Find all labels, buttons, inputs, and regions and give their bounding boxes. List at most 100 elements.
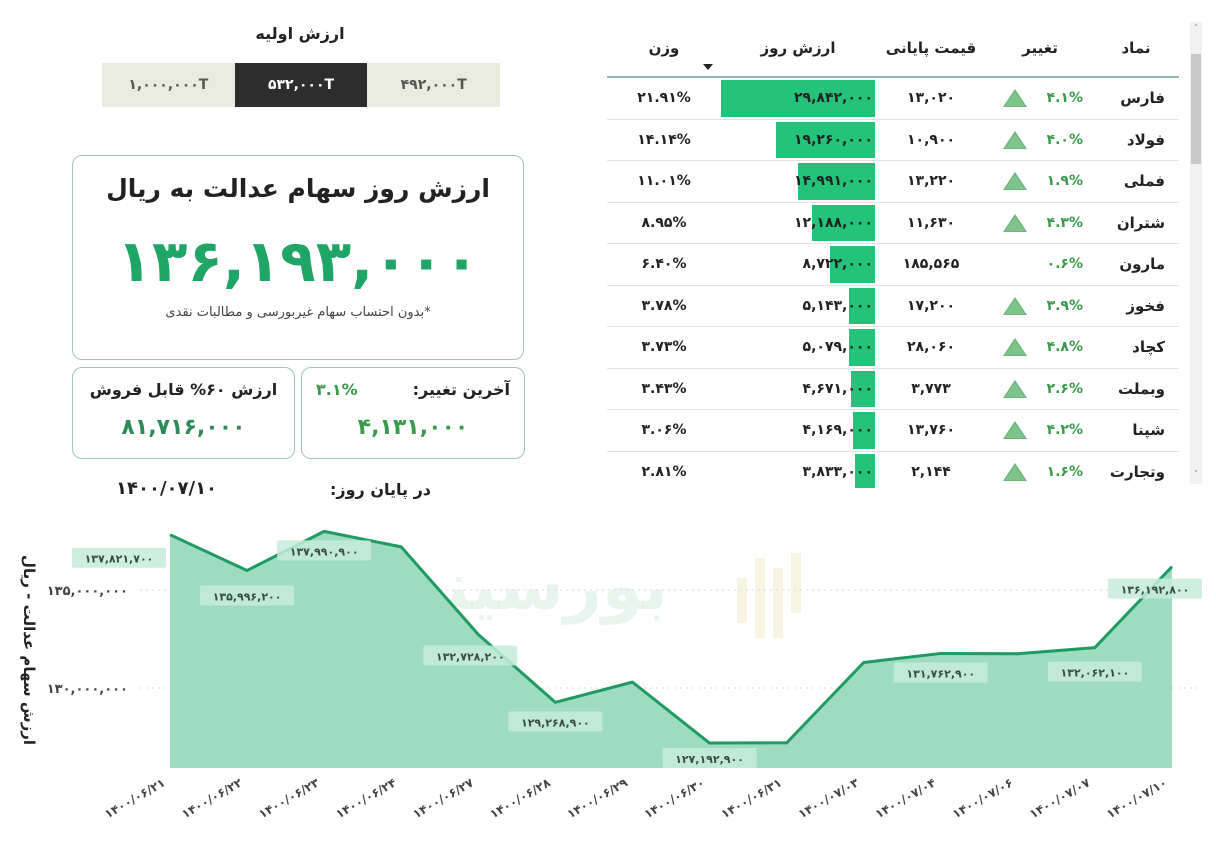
value-bar	[830, 246, 875, 283]
x-tick-label: ۱۴۰۰/۰۷/۱۰	[1104, 775, 1169, 821]
cell-day-value: ۲۹,۸۴۲,۰۰۰	[721, 78, 875, 119]
table-row[interactable]: فملی ۱.۹% ۱۳,۲۲۰ ۱۴,۹۹۱,۰۰۰ ۱۱.۰۱%	[607, 161, 1179, 203]
data-label: ۱۲۹,۲۶۸,۹۰۰	[521, 716, 590, 729]
cell-day-value: ۴,۱۶۹,۰۰۰	[721, 410, 875, 451]
table-row[interactable]: وبملت ۲.۶% ۳,۷۷۳ ۴,۶۷۱,۰۰۰ ۳.۴۳%	[607, 369, 1179, 410]
header-day-value[interactable]: ارزش روز	[760, 39, 836, 57]
header-symbol[interactable]: نماد	[1121, 39, 1151, 57]
up-arrow-icon	[1003, 130, 1027, 149]
change-percent: ۴.۱%	[1046, 90, 1083, 107]
cell-change: ۴.۰%	[987, 120, 1093, 161]
x-tick-label: ۱۴۰۰/۰۶/۲۴	[333, 775, 398, 821]
cell-change: ۴.۱%	[987, 78, 1093, 119]
cell-close-price: ۱۸۵,۵۶۵	[902, 256, 960, 273]
cell-symbol[interactable]: وبملت	[1117, 379, 1165, 398]
cell-weight: ۲.۸۱%	[641, 463, 687, 480]
header-change[interactable]: تغییر	[1022, 39, 1058, 57]
table-scrollbar[interactable]: ˄ ˅	[1190, 22, 1202, 484]
x-tick-label: ۱۴۰۰/۰۷/۰۶	[950, 775, 1015, 821]
day-value-text: ۳,۸۳۳,۰۰۰	[802, 463, 873, 480]
header-weight[interactable]: وزن	[648, 39, 680, 57]
scroll-thumb[interactable]	[1191, 54, 1201, 164]
header-close-price[interactable]: قیمت پایانی	[885, 39, 977, 57]
up-arrow-icon	[1003, 462, 1027, 481]
cell-symbol[interactable]: مارون	[1119, 255, 1165, 274]
x-tick-label: ۱۴۰۰/۰۷/۰۴	[873, 775, 938, 821]
initial-value-option-532000[interactable]: ۵۳۲,۰۰۰T	[234, 63, 368, 107]
cell-day-value: ۵,۱۴۳,۰۰۰	[721, 286, 875, 327]
up-arrow-icon	[1003, 379, 1027, 398]
cell-weight: ۳.۷۸%	[641, 297, 687, 314]
value-bar	[855, 453, 875, 488]
table-row[interactable]: وتجارت ۱.۶% ۲,۱۴۴ ۳,۸۳۳,۰۰۰ ۲.۸۱%	[607, 452, 1179, 489]
cell-symbol[interactable]: فارس	[1120, 89, 1165, 108]
cell-change: ۲.۶%	[987, 369, 1093, 410]
table-row[interactable]: فخوز ۳.۹% ۱۷,۲۰۰ ۵,۱۴۳,۰۰۰ ۳.۷۸%	[607, 286, 1179, 327]
cell-day-value: ۳,۸۳۳,۰۰۰	[721, 452, 875, 488]
end-of-day-date: ۱۴۰۰/۰۷/۱۰	[116, 478, 218, 499]
table-row[interactable]: شپنا ۴.۲% ۱۳,۷۶۰ ۴,۱۶۹,۰۰۰ ۳.۰۶%	[607, 410, 1179, 452]
x-tick-label: ۱۴۰۰/۰۷/۰۳	[796, 775, 862, 821]
change-percent: ۴.۰%	[1046, 131, 1083, 148]
data-label: ۱۳۷,۸۲۱,۷۰۰	[85, 553, 154, 566]
data-label: ۱۳۷,۹۹۰,۹۰۰	[290, 545, 359, 558]
total-value-title: ارزش روز سهام عدالت به ریال	[106, 174, 490, 203]
total-value-note: *بدون احتساب سهام غیربورسی و مطالبات نقد…	[165, 305, 431, 320]
total-value-card: ارزش روز سهام عدالت به ریال ۱۳۶,۱۹۳,۰۰۰ …	[72, 155, 524, 360]
sort-descending-icon[interactable]	[703, 64, 713, 70]
up-arrow-icon	[1003, 89, 1027, 108]
cell-change: ۱.۹%	[987, 161, 1093, 202]
day-value-text: ۸,۷۲۲,۰۰۰	[802, 256, 873, 273]
cell-symbol[interactable]: شپنا	[1132, 421, 1165, 440]
data-label: ۱۲۷,۱۹۲,۹۰۰	[675, 753, 744, 766]
cell-weight: ۲۱.۹۱%	[637, 90, 691, 107]
cell-day-value: ۴,۶۷۱,۰۰۰	[721, 369, 875, 410]
cell-symbol[interactable]: فولاد	[1126, 130, 1165, 149]
change-percent: ۳.۹%	[1046, 297, 1083, 314]
sellable-value-label: ارزش ۶۰% قابل فروش	[89, 380, 278, 399]
scroll-down-icon[interactable]: ˅	[1193, 470, 1199, 480]
cell-change: ۱.۶%	[987, 452, 1093, 489]
table-row[interactable]: کچاد ۴.۸% ۲۸,۰۶۰ ۵,۰۷۹,۰۰۰ ۳.۷۳%	[607, 327, 1179, 369]
change-percent: ۴.۲%	[1046, 422, 1083, 439]
value-bar	[721, 80, 875, 117]
cell-close-price: ۱۳,۰۲۰	[906, 90, 956, 107]
up-arrow-icon	[1003, 172, 1027, 191]
table-row[interactable]: فولاد ۴.۰% ۱۰,۹۰۰ ۱۹,۲۶۰,۰۰۰ ۱۴.۱۴%	[607, 120, 1179, 161]
y-tick-label: ۱۳۵,۰۰۰,۰۰۰	[47, 584, 128, 599]
up-arrow-icon	[1003, 421, 1027, 440]
cell-weight: ۳.۷۳%	[641, 339, 687, 356]
cell-close-price: ۱۱,۶۳۰	[906, 214, 956, 231]
cell-symbol[interactable]: وتجارت	[1109, 462, 1165, 481]
table-row[interactable]: فارس ۴.۱% ۱۳,۰۲۰ ۲۹,۸۴۲,۰۰۰ ۲۱.۹۱%	[607, 78, 1179, 120]
cell-day-value: ۱۲,۱۸۸,۰۰۰	[721, 203, 875, 244]
initial-value-option-492000[interactable]: ۴۹۲,۰۰۰T	[367, 63, 501, 107]
sellable-value-amount: ۸۱,۷۱۶,۰۰۰	[121, 415, 246, 440]
y-axis-title: ارزش سهام عدالت - ریال	[20, 555, 38, 745]
data-label: ۱۳۲,۰۶۲,۱۰۰	[1061, 667, 1130, 680]
up-arrow-icon	[1003, 213, 1027, 232]
value-bar	[850, 370, 875, 407]
data-label: ۱۳۵,۹۹۶,۲۰۰	[213, 590, 282, 603]
cell-symbol[interactable]: فملی	[1123, 172, 1165, 191]
day-value-text: ۴,۶۷۱,۰۰۰	[802, 380, 873, 397]
day-value-text: ۲۹,۸۴۲,۰۰۰	[794, 90, 873, 107]
x-tick-label: ۱۴۰۰/۰۶/۲۲	[179, 775, 245, 821]
x-tick-label: ۱۴۰۰/۰۶/۲۷	[410, 775, 476, 821]
table-row[interactable]: مارون ۰.۶% ۱۸۵,۵۶۵ ۸,۷۲۲,۰۰۰ ۶.۴۰%	[607, 244, 1179, 286]
initial-value-option-1000000[interactable]: ۱,۰۰۰,۰۰۰T	[102, 63, 235, 107]
cell-symbol[interactable]: کچاد	[1132, 338, 1165, 357]
cell-weight: ۱۴.۱۴%	[637, 131, 691, 148]
day-value-text: ۵,۰۷۹,۰۰۰	[802, 339, 873, 356]
cell-symbol[interactable]: فخوز	[1126, 296, 1165, 315]
table-row[interactable]: شتران ۴.۳% ۱۱,۶۳۰ ۱۲,۱۸۸,۰۰۰ ۸.۹۵%	[607, 203, 1179, 244]
cell-symbol[interactable]: شتران	[1116, 213, 1165, 232]
x-tick-label: ۱۴۰۰/۰۷/۰۷	[1027, 775, 1093, 821]
initial-value-selector: ۱,۰۰۰,۰۰۰T ۵۳۲,۰۰۰T ۴۹۲,۰۰۰T	[102, 63, 501, 107]
y-tick-label: ۱۳۰,۰۰۰,۰۰۰	[47, 682, 128, 697]
day-value-text: ۱۲,۱۸۸,۰۰۰	[794, 214, 873, 231]
cell-close-price: ۱۳,۲۲۰	[906, 173, 956, 190]
cell-weight: ۱۱.۰۱%	[637, 173, 691, 190]
data-label: ۱۳۶,۱۹۲,۸۰۰	[1121, 584, 1190, 597]
scroll-up-icon[interactable]: ˄	[1193, 24, 1199, 34]
